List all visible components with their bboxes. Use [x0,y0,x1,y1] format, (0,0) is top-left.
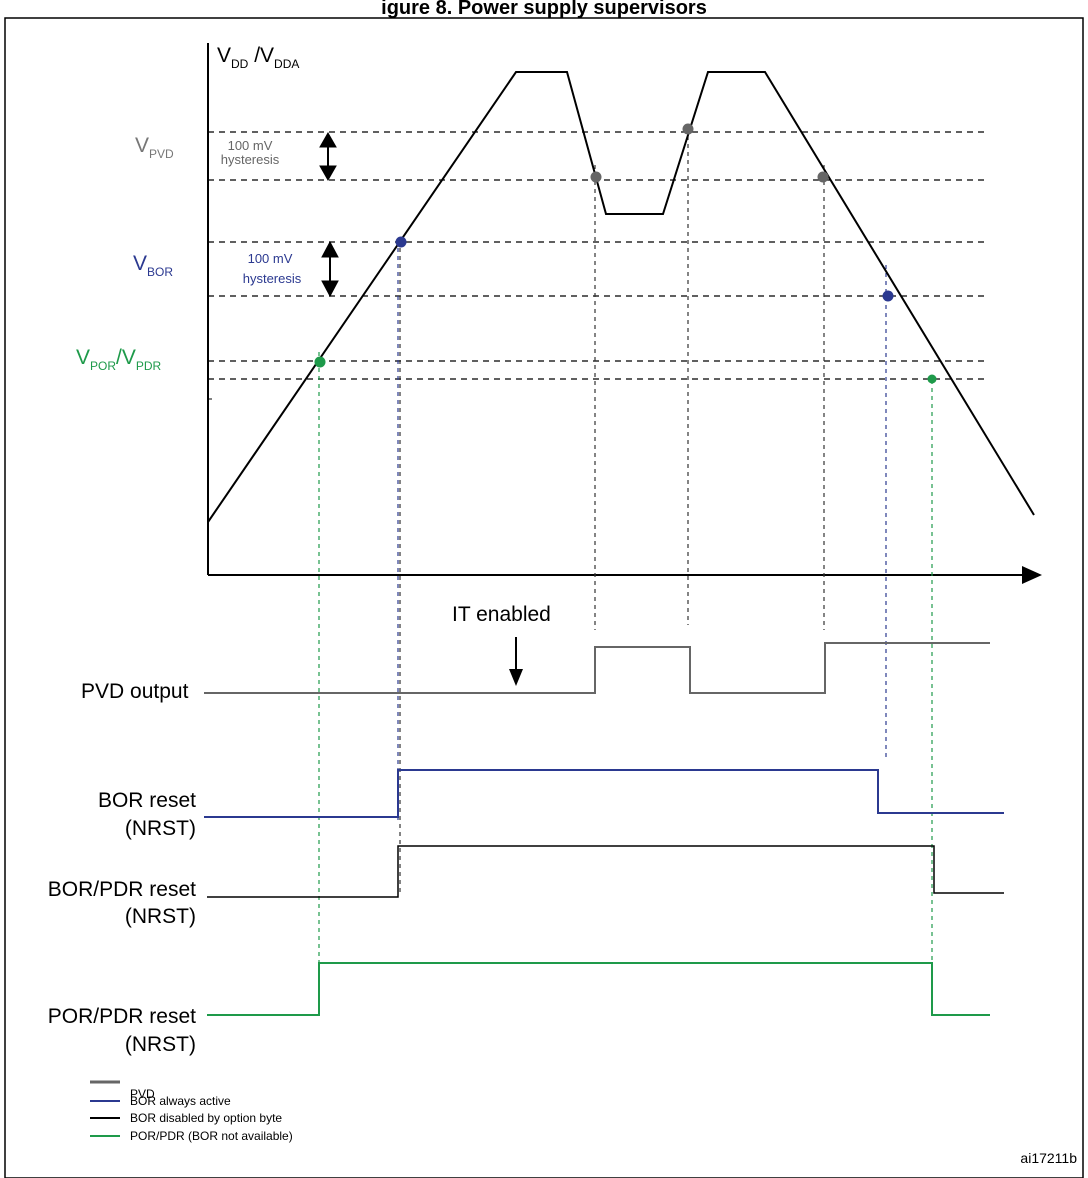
legend-label-bor-disabled: BOR disabled by option byte [130,1111,282,1125]
pvd-point-2 [682,123,694,135]
bor-pdr-reset-signal [207,845,1004,898]
pvd-hysteresis-arrow-icon [319,131,337,182]
legend-label-bor: BOR always active [130,1094,231,1108]
por-pdr-reset-signal [207,962,990,1016]
vpor-vpdr-label: VPOR/VPDR [76,346,162,373]
vpvd-label: VPVD [135,134,174,161]
pvd-hysteresis-line1: 100 mV [228,138,273,153]
bor-hysteresis-line1: 100 mV [248,251,293,266]
vertical-guides [318,128,933,1015]
axes [207,43,1042,584]
legend-label-pvd: PVD [130,1087,155,1101]
it-enabled-label: IT enabled [452,603,551,626]
pvd-hysteresis-line2: hysteresis [221,152,280,167]
pvd-point-3 [817,171,829,183]
bor-point-1 [395,236,407,248]
y-axis-label: VDD /VDDA [217,44,299,71]
por-point-2 [927,374,937,384]
por-point-1 [314,356,326,368]
figure-id: ai17211b [1020,1150,1077,1166]
pvd-output-signal [204,642,990,694]
figure-frame [4,17,1084,1178]
x-axis-arrow-icon [1022,566,1042,584]
bor-hysteresis-arrow-icon [321,240,339,298]
it-enabled-arrow-icon [509,637,523,686]
por-pdr-reset-sub-label: (NRST) [125,1033,196,1056]
pvd-point-1 [590,171,602,183]
por-pdr-reset-label: POR/PDR reset [48,1005,196,1028]
crossing-points [314,123,937,384]
bor-pdr-reset-sub-label: (NRST) [125,905,196,928]
bor-point-2 [882,290,894,302]
bor-pdr-reset-label: BOR/PDR reset [48,878,196,901]
bor-hysteresis-line2: hysteresis [243,271,302,286]
bor-reset-label: BOR reset [98,789,196,812]
legend-label-por: POR/PDR (BOR not available) [130,1129,293,1143]
vbor-label: VBOR [133,252,173,279]
pvd-output-label: PVD output [81,680,189,703]
figure-title: igure 8. Power supply supervisors [381,0,707,19]
bor-reset-sub-label: (NRST) [125,817,196,840]
legend: PVD BOR always active BOR disabled by op… [90,1080,293,1143]
bor-reset-signal [204,769,1004,818]
vdd-waveform [207,71,1035,523]
